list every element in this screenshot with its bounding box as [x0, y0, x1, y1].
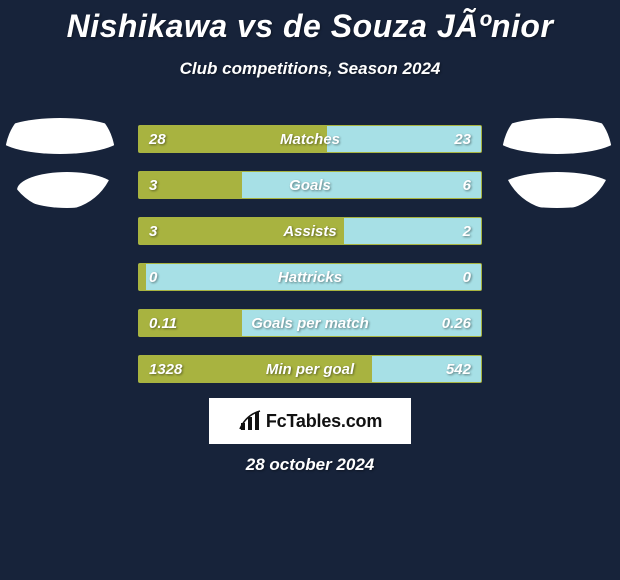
bar-stat-label: Matches: [139, 126, 481, 152]
bar-row: 00Hattricks: [138, 263, 482, 291]
snapshot-date: 28 october 2024: [0, 455, 620, 475]
fctables-logo: FcTables.com: [209, 398, 411, 444]
bar-stat-label: Goals: [139, 172, 481, 198]
bar-stat-label: Goals per match: [139, 310, 481, 336]
player-right-photo: [502, 100, 612, 210]
bar-row: 2823Matches: [138, 125, 482, 153]
bar-row: 1328542Min per goal: [138, 355, 482, 383]
bar-row: 36Goals: [138, 171, 482, 199]
page-title: Nishikawa vs de Souza JÃºnior: [0, 0, 620, 45]
bar-stat-label: Hattricks: [139, 264, 481, 290]
bar-stat-label: Min per goal: [139, 356, 481, 382]
bar-stat-label: Assists: [139, 218, 481, 244]
comparison-bars: 2823Matches 36Goals 32Assists 00Hattricks 0.…: [138, 125, 482, 401]
bar-row: 32Assists: [138, 217, 482, 245]
bar-row: 0.110.26Goals per match: [138, 309, 482, 337]
chart-icon: [238, 409, 262, 433]
logo-text: FcTables.com: [266, 411, 382, 432]
player-left-photo: [5, 100, 115, 210]
page-subtitle: Club competitions, Season 2024: [0, 59, 620, 79]
